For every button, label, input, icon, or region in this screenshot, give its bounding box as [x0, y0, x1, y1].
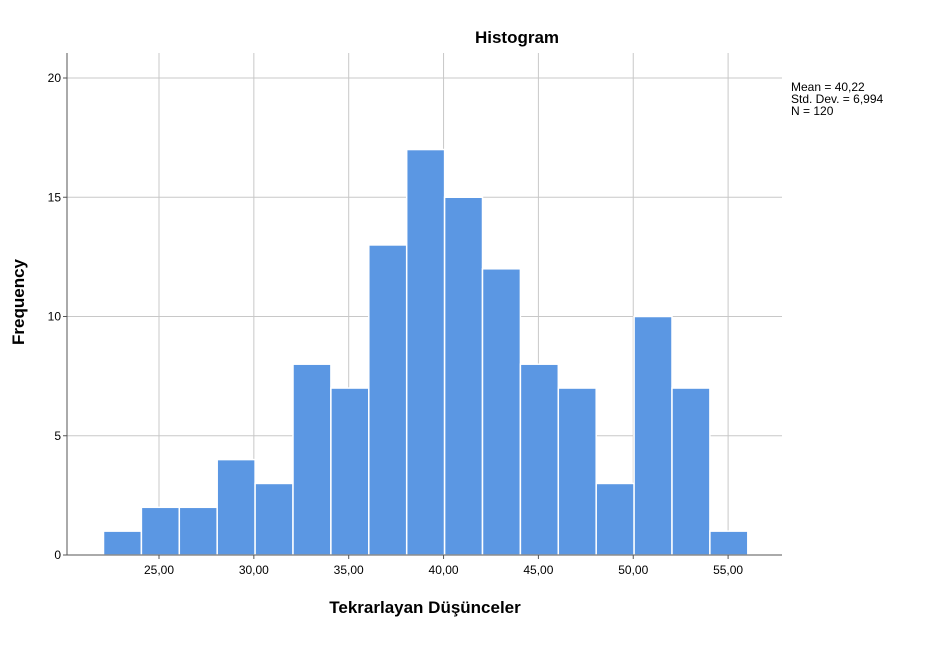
histogram-bar	[443, 196, 484, 556]
y-axis-title: Frequency	[9, 258, 28, 345]
y-tick-label: 15	[48, 190, 62, 204]
y-tick-label: 20	[48, 71, 62, 85]
summary-statistics: Mean = 40,22 Std. Dev. = 6,994 N = 120	[791, 80, 883, 118]
stat-std-dev: Std. Dev. = 6,994	[791, 92, 883, 106]
histogram-bar	[595, 482, 635, 556]
histogram-bar	[709, 530, 749, 556]
histogram-bar	[368, 244, 408, 556]
histogram-bar	[292, 363, 332, 556]
x-tick-label: 40,00	[429, 563, 459, 577]
grid-lines	[67, 53, 782, 555]
x-tick-label: 45,00	[523, 563, 553, 577]
y-tick-label: 0	[54, 548, 61, 562]
x-tick-label: 25,00	[144, 563, 174, 577]
histogram-bar	[178, 506, 218, 556]
histogram-bar	[216, 458, 256, 556]
stat-mean: Mean = 40,22	[791, 80, 865, 94]
histogram-bar	[557, 387, 597, 556]
histogram-bar	[481, 268, 522, 556]
x-tick-label: 35,00	[334, 563, 364, 577]
histogram-bar	[633, 315, 673, 556]
chart-title: Histogram	[475, 28, 559, 47]
x-tick-label: 30,00	[239, 563, 269, 577]
y-tick-label: 10	[48, 310, 62, 324]
histogram-bar	[254, 482, 294, 556]
histogram-bar	[102, 530, 143, 556]
tick-labels: 0 5 10 15 20 25,00 30,00 35,00 40,00 45,00 50,00 55…	[48, 71, 744, 577]
histogram-bars	[102, 148, 749, 556]
x-tick-label: 55,00	[713, 563, 743, 577]
histogram-bar	[405, 148, 446, 556]
x-axis-title: Tekrarlayan Düşünceler	[329, 598, 521, 617]
y-tick-label: 5	[54, 429, 61, 443]
x-tick-label: 50,00	[618, 563, 648, 577]
histogram-bar	[519, 363, 560, 556]
histogram-bar	[330, 387, 370, 556]
histogram-bar	[140, 506, 181, 556]
axes	[66, 53, 782, 556]
stat-n: N = 120	[791, 104, 834, 118]
histogram-bar	[671, 387, 711, 556]
